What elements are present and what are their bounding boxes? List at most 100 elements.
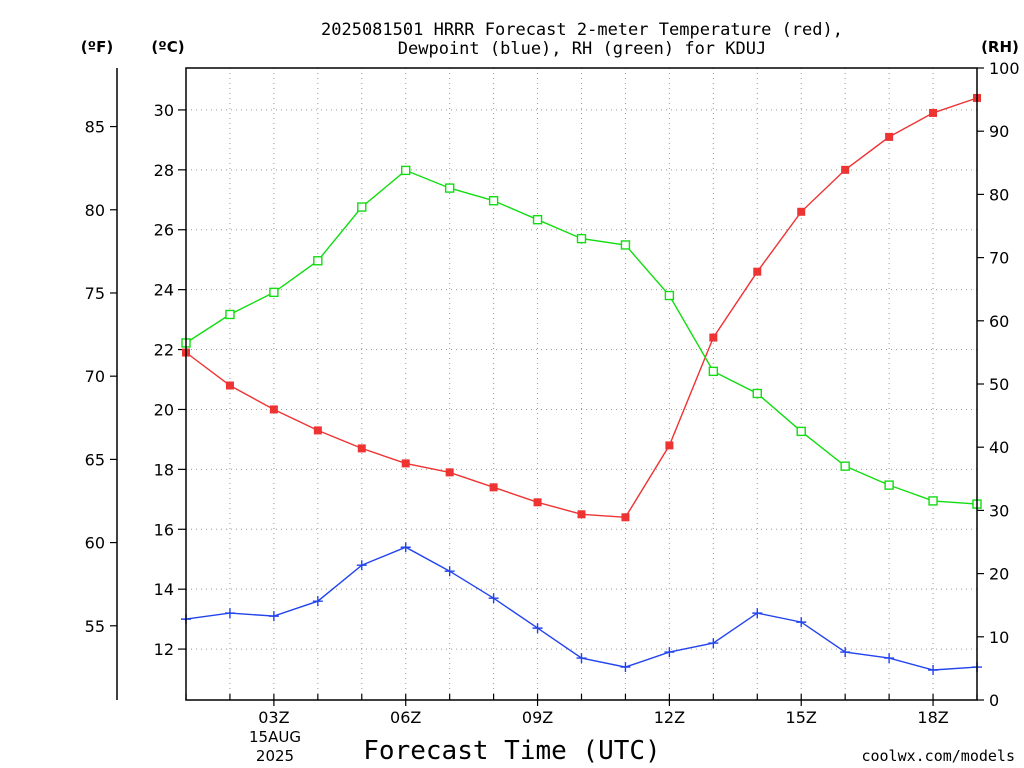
- rh-tick-label: 0: [989, 691, 999, 710]
- time-tick-label: 15Z: [786, 708, 817, 727]
- temperature-point: [929, 108, 938, 117]
- rh-tick-label: 60: [989, 312, 1009, 331]
- dewpoint-point: [708, 638, 719, 649]
- rh-tick-label: 90: [989, 122, 1009, 141]
- plot-frame: [185, 67, 978, 701]
- fahrenheit-tick-label: 75: [85, 284, 105, 303]
- fahrenheit-tick-label: 70: [85, 367, 105, 386]
- rh-point: [752, 388, 762, 399]
- celsius-tick-label: 12: [154, 640, 174, 659]
- rh-point: [401, 165, 411, 176]
- fahrenheit-tick-label: 85: [85, 118, 105, 137]
- temperature-point: [709, 333, 718, 342]
- temperature-point: [533, 498, 542, 507]
- rh-tick-label: 20: [989, 565, 1009, 584]
- rh-series-line: [185, 169, 978, 505]
- rh-point: [488, 196, 499, 206]
- time-tick-label: 18Z: [917, 708, 948, 727]
- celsius-tick-label: 24: [154, 281, 174, 300]
- rh-tick-label: 30: [989, 501, 1009, 520]
- rh-point: [576, 233, 587, 244]
- temperature-point: [665, 441, 674, 450]
- rh-tick-label: 50: [989, 375, 1009, 394]
- dewpoint-point: [532, 623, 543, 634]
- dewpoint-point: [576, 653, 587, 664]
- time-tick-label: 06Z: [390, 708, 421, 727]
- dewpoint-point: [268, 611, 279, 622]
- rh-point: [796, 426, 806, 437]
- date-label-year: 2025: [256, 747, 294, 765]
- temperature-point: [401, 459, 410, 468]
- dewpoint-point: [224, 608, 235, 619]
- celsius-tick-label: 26: [154, 221, 174, 240]
- fahrenheit-axis: 55 60 65 70 75 80 85: [85, 118, 117, 636]
- rh-point: [840, 461, 850, 471]
- rh-axis: 0 10 20 30 40 50 60 70 80 90 100: [977, 59, 1020, 710]
- dewpoint-point: [444, 566, 455, 577]
- rh-tick-label: 40: [989, 438, 1009, 457]
- chart-title-line-1: 2025081501 HRRR Forecast 2-meter Tempera…: [321, 20, 843, 40]
- dewpoint-point: [752, 608, 763, 619]
- dewpoint-point: [312, 596, 323, 607]
- temperature-point: [621, 513, 630, 522]
- temperature-point: [357, 444, 366, 453]
- fahrenheit-tick-label: 80: [85, 201, 105, 220]
- rh-point: [708, 366, 719, 377]
- rh-tick-label: 10: [989, 628, 1009, 647]
- date-label-day: 15AUG: [249, 728, 301, 746]
- temperature-point: [489, 483, 498, 492]
- dewpoint-point: [488, 593, 499, 604]
- dewpoint-point: [928, 665, 939, 676]
- time-tick-label: 09Z: [522, 708, 553, 727]
- time-tick-label: 03Z: [258, 708, 289, 727]
- dewpoint-point: [884, 653, 895, 664]
- celsius-tick-label: 28: [154, 161, 174, 180]
- celsius-tick-label: 18: [154, 460, 174, 479]
- rh-unit-label: (RH): [981, 38, 1019, 56]
- credit-text: coolwx.com/models: [861, 747, 1015, 765]
- temperature-point: [313, 426, 322, 435]
- celsius-tick-label: 14: [154, 580, 174, 599]
- dewpoint-point: [400, 542, 411, 553]
- celsius-tick-label: 30: [154, 101, 174, 120]
- rh-point: [884, 480, 894, 490]
- series-layer: [181, 93, 982, 676]
- temperature-point: [577, 510, 586, 519]
- dewpoint-point: [664, 647, 675, 658]
- temperature-series-line: [185, 97, 978, 519]
- temperature-point: [797, 207, 806, 216]
- rh-tick-label: 100: [989, 59, 1020, 78]
- rh-point: [444, 183, 455, 193]
- temperature-point: [225, 381, 234, 390]
- rh-point: [620, 240, 631, 250]
- dewpoint-point: [356, 560, 367, 571]
- celsius-tick-label: 22: [154, 341, 174, 360]
- time-tick-label: 12Z: [654, 708, 685, 727]
- rh-point: [928, 496, 938, 506]
- chart-title-line-2: Dewpoint (blue), RH (green) for KDUJ: [398, 39, 766, 59]
- rh-point: [357, 202, 367, 212]
- rh-tick-label: 80: [989, 185, 1009, 204]
- temperature-point: [269, 405, 278, 414]
- dewpoint-point: [620, 662, 631, 673]
- temperature-point: [885, 132, 894, 141]
- dewpoint-point: [840, 647, 851, 658]
- fahrenheit-unit-label: (ºF): [81, 38, 113, 56]
- fahrenheit-tick-label: 65: [85, 450, 105, 469]
- fahrenheit-tick-label: 55: [85, 617, 105, 636]
- celsius-tick-label: 16: [154, 520, 174, 539]
- rh-point: [532, 214, 543, 225]
- celsius-tick-label: 20: [154, 400, 174, 419]
- rh-point: [313, 256, 323, 266]
- celsius-unit-label: (ºC): [151, 38, 184, 56]
- rh-point: [664, 290, 675, 301]
- celsius-axis: 12 14 16 18 20 22 24 26 28 30: [154, 101, 186, 659]
- rh-point: [225, 309, 235, 320]
- rh-point: [269, 287, 279, 298]
- rh-tick-label: 70: [989, 249, 1009, 268]
- fahrenheit-tick-label: 60: [85, 534, 105, 553]
- temperature-point: [753, 267, 762, 276]
- temperature-point: [841, 165, 850, 174]
- temperature-point: [445, 468, 454, 477]
